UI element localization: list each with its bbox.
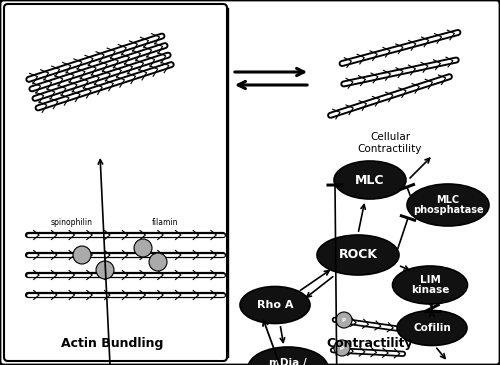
Text: spinophilin: spinophilin bbox=[51, 218, 93, 227]
Text: Cofilin: Cofilin bbox=[413, 323, 451, 333]
Text: mDia /: mDia / bbox=[269, 358, 307, 365]
Circle shape bbox=[334, 340, 350, 356]
Circle shape bbox=[149, 253, 167, 271]
Text: Contractility: Contractility bbox=[358, 144, 422, 154]
Ellipse shape bbox=[240, 287, 310, 323]
Ellipse shape bbox=[397, 311, 467, 346]
Circle shape bbox=[336, 312, 352, 328]
Circle shape bbox=[73, 246, 91, 264]
Circle shape bbox=[96, 261, 114, 279]
Text: Cellular: Cellular bbox=[370, 132, 410, 142]
Text: MLC: MLC bbox=[436, 195, 460, 205]
Text: Actin Bundling: Actin Bundling bbox=[61, 337, 163, 350]
Text: P: P bbox=[340, 346, 344, 350]
Ellipse shape bbox=[407, 184, 489, 226]
Text: filamin: filamin bbox=[152, 218, 178, 227]
Ellipse shape bbox=[317, 235, 399, 275]
Circle shape bbox=[134, 239, 152, 257]
Ellipse shape bbox=[392, 266, 468, 304]
Text: phosphatase: phosphatase bbox=[412, 205, 484, 215]
Text: Contractility: Contractility bbox=[326, 337, 414, 350]
Text: kinase: kinase bbox=[411, 285, 449, 295]
Text: P: P bbox=[342, 318, 346, 323]
FancyBboxPatch shape bbox=[4, 4, 227, 361]
Text: MLC: MLC bbox=[355, 173, 385, 187]
Text: LIM: LIM bbox=[420, 275, 440, 285]
Text: Rho A: Rho A bbox=[257, 300, 293, 310]
Ellipse shape bbox=[248, 347, 328, 365]
Ellipse shape bbox=[334, 161, 406, 199]
Text: ROCK: ROCK bbox=[338, 249, 378, 261]
